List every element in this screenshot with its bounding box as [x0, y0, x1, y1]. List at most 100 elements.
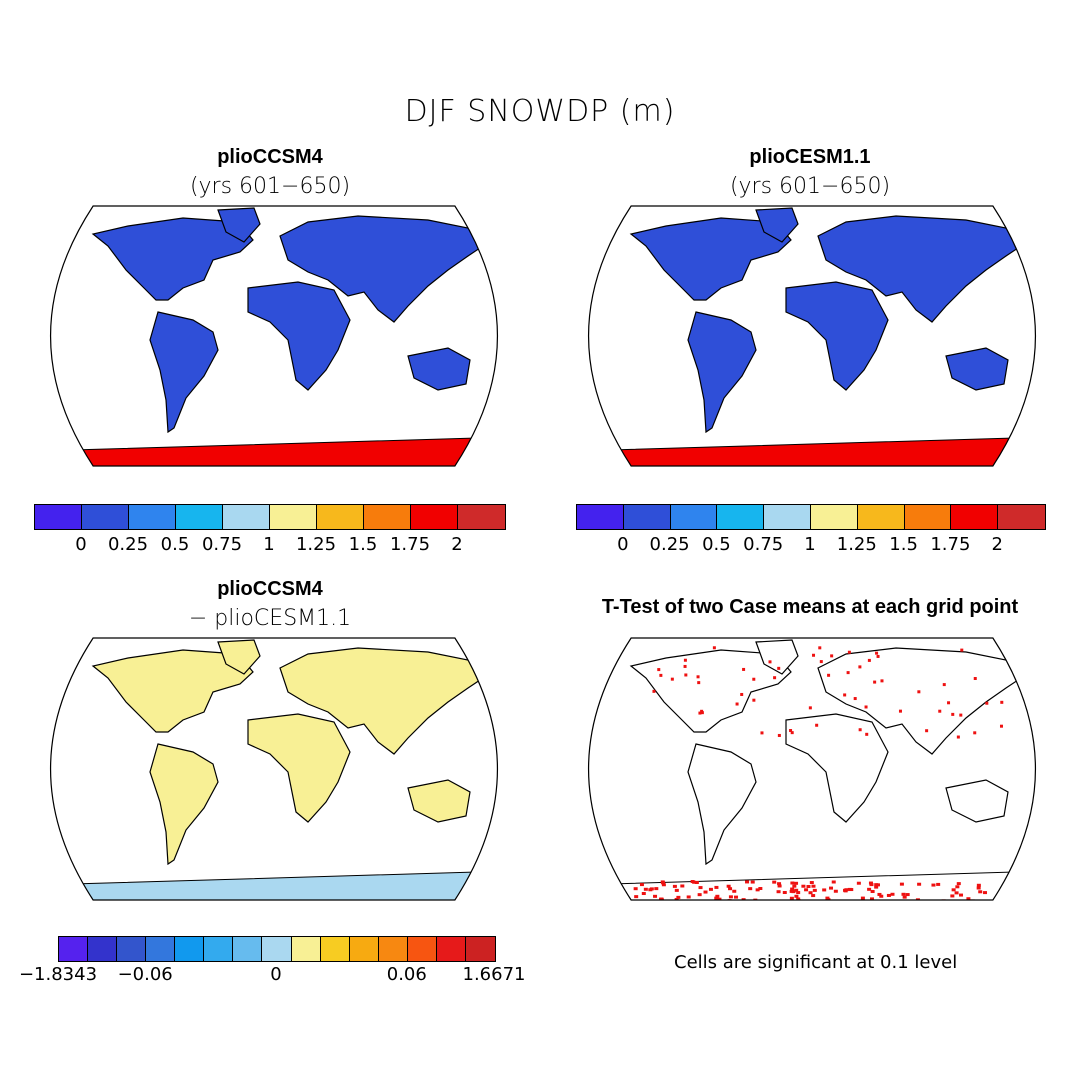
- colorbar-tick-label: 1.75: [389, 534, 431, 555]
- significant-cell: [976, 886, 981, 890]
- significant-cell: [973, 677, 977, 681]
- significant-cell: [714, 896, 719, 900]
- significant-cell: [661, 881, 666, 885]
- map-difference: [49, 637, 499, 901]
- colorbar-plioCCSM4-ticks: 0 0.25 0.5 0.75 1 1.25 1.5 1.75 2: [34, 534, 504, 556]
- significant-cell: [712, 646, 716, 650]
- antarctica: [588, 437, 1036, 466]
- continent-outline: [279, 647, 487, 755]
- colorbar-tick-label: 0.5: [160, 534, 190, 555]
- significant-cell: [672, 884, 677, 888]
- colorbar-swatch: [904, 505, 952, 529]
- significant-cell: [740, 692, 744, 696]
- significant-cell: [860, 896, 865, 900]
- colorbar-tick-label: 1.75: [930, 534, 971, 555]
- colorbar-plioCCSM4: [34, 504, 506, 530]
- colorbar-swatch: [88, 937, 118, 961]
- significant-cell: [782, 891, 787, 895]
- colorbar-swatch: [810, 505, 858, 529]
- significant-cell: [792, 884, 797, 888]
- significant-cell: [858, 728, 862, 732]
- colorbar-tick-label: 0.25: [107, 534, 149, 555]
- significant-cell: [726, 884, 731, 888]
- significant-cell: [830, 654, 834, 658]
- significant-cell: [864, 705, 868, 709]
- colorbar-plioCESM1.1: [576, 504, 1046, 530]
- colorbar-swatch: [951, 505, 999, 529]
- colorbar-swatch: [764, 505, 811, 529]
- significant-cell: [790, 887, 795, 891]
- significant-cell: [760, 731, 764, 735]
- significant-cell: [634, 895, 639, 899]
- significant-cell: [777, 666, 781, 670]
- significant-cell: [652, 689, 656, 693]
- significant-cell: [917, 690, 921, 694]
- significant-cell: [826, 898, 831, 900]
- colorbar-tick-label: 1.25: [836, 534, 877, 555]
- significant-cell: [772, 880, 777, 884]
- significant-cell: [690, 880, 695, 884]
- continent-outline: [687, 311, 757, 434]
- colorbar-swatch: [233, 937, 263, 961]
- significant-cell: [728, 887, 733, 891]
- colorbar-tick-label: 1: [804, 534, 816, 555]
- continent-outline: [945, 347, 1009, 391]
- colorbar-swatch: [262, 937, 292, 961]
- significant-cell: [829, 886, 834, 890]
- significant-cell: [956, 882, 961, 886]
- significant-cell: [801, 884, 806, 888]
- significant-cell: [875, 883, 880, 887]
- panel2-title: plioCESM1.1: [749, 146, 871, 168]
- map-ttest: [587, 637, 1037, 901]
- significant-cell: [741, 898, 746, 900]
- significant-cell: [876, 654, 880, 658]
- colorbar-swatch: [458, 505, 505, 529]
- significant-cell: [856, 881, 861, 885]
- figure-title: DJF SNOWDP (m): [404, 94, 676, 129]
- significant-cell: [853, 697, 857, 701]
- significant-cell: [657, 668, 661, 672]
- significant-cell: [806, 885, 811, 889]
- significant-cell: [959, 893, 964, 897]
- colorbar-tick-label: 0.25: [649, 534, 690, 555]
- significant-cell: [703, 890, 708, 894]
- significant-cell: [825, 896, 830, 900]
- significant-cell: [843, 693, 847, 697]
- colorbar-tick-label: 0.75: [743, 534, 784, 555]
- continent-outline: [247, 281, 351, 391]
- significant-cell: [698, 711, 702, 715]
- continent-outline: [149, 743, 219, 866]
- significant-cell: [931, 883, 936, 887]
- significant-cell: [880, 679, 884, 683]
- colorbar-swatch: [407, 937, 437, 961]
- significant-cell: [789, 889, 794, 893]
- colorbar-swatch: [204, 937, 234, 961]
- map-boundary: [587, 637, 1037, 901]
- significant-cell: [670, 677, 674, 681]
- significant-cell: [827, 673, 831, 677]
- significant-cell: [978, 890, 983, 894]
- colorbar-swatch: [623, 505, 671, 529]
- significant-cell: [905, 893, 910, 897]
- significant-cell: [847, 650, 851, 654]
- significant-cell: [925, 729, 929, 733]
- significant-cell: [886, 893, 891, 897]
- colorbar-tick-label: 0: [75, 534, 87, 555]
- colorbar-swatch: [857, 505, 905, 529]
- map-plioCCSM4: [49, 205, 499, 467]
- colorbar-swatch: [291, 937, 321, 961]
- colorbar-swatch: [436, 937, 466, 961]
- significance-note: Cells are significant at 0.1 level: [674, 952, 958, 973]
- colorbar-swatch: [717, 505, 765, 529]
- significant-cell: [875, 651, 879, 655]
- significant-cell: [698, 886, 703, 890]
- significant-cell: [942, 683, 946, 687]
- significant-cell: [951, 888, 956, 892]
- significant-cell: [867, 658, 871, 662]
- colorbar-swatch: [670, 505, 718, 529]
- significant-cell: [661, 883, 666, 887]
- significant-cell: [956, 735, 960, 739]
- significant-cell: [776, 890, 781, 894]
- significant-cell: [973, 731, 977, 735]
- significant-cell: [742, 667, 746, 671]
